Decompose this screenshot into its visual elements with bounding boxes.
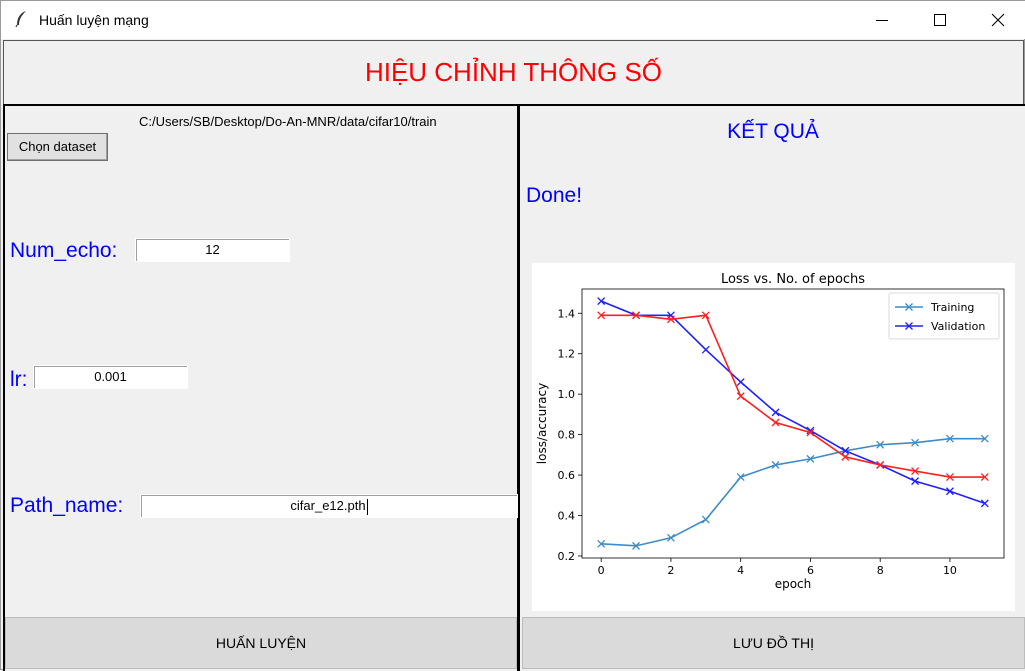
settings-panel: C:/Users/SB/Desktop/Do-An-MNR/data/cifar… <box>3 104 519 671</box>
path-name-input[interactable]: cifar_e12.pth <box>140 494 518 518</box>
series-point-0 <box>876 440 885 449</box>
num-echo-value: 12 <box>205 242 220 257</box>
page-title: HIỆU CHỈNH THÔNG SỐ <box>364 57 663 87</box>
y-tick-label: 1.2 <box>558 348 576 361</box>
path-name-value: cifar_e12.pth <box>290 498 366 513</box>
chart-area: Loss vs. No. of epochs 0 2 4 6 8 10 0.2 0.4 0.6 0.… <box>532 263 1015 611</box>
series-point-1 <box>736 378 745 386</box>
lr-label: lr: <box>10 368 28 391</box>
series-point-2 <box>841 452 850 461</box>
result-panel: KẾT QUẢ Done! Loss vs. No. of epochs 0 2 4 6… <box>519 104 1025 671</box>
x-tick-label: 6 <box>807 564 814 577</box>
y-axis-label: loss/accuracy <box>535 383 549 464</box>
y-tick-label: 1.4 <box>558 307 576 320</box>
x-tick-label: 4 <box>737 564 744 577</box>
title-bar[interactable]: Huấn luyện mạng <box>1 1 1025 39</box>
series-point-1 <box>980 499 989 508</box>
x-tick-label: 2 <box>667 564 674 577</box>
lr-input[interactable]: 0.001 <box>33 365 188 389</box>
series-point-0 <box>666 533 675 542</box>
series-line-0 <box>601 437 985 547</box>
series-point-0 <box>771 461 780 469</box>
series-point-2 <box>632 311 641 320</box>
x-tick-label: 0 <box>598 564 605 577</box>
series-point-2 <box>876 461 885 469</box>
legend-label: Training <box>930 301 974 314</box>
series-point-2 <box>911 467 920 475</box>
close-button[interactable] <box>969 1 1025 39</box>
header-panel: HIỆU CHỈNH THÔNG SỐ <box>3 40 1024 105</box>
series-line-2 <box>601 314 985 478</box>
y-tick-label: 1.0 <box>558 388 576 401</box>
x-tick-label: 10 <box>943 564 957 577</box>
y-tick-label: 0.4 <box>558 510 576 523</box>
save-chart-button[interactable]: LƯU ĐỒ THỊ <box>522 617 1025 669</box>
train-button[interactable]: HUẤN LUYỆN <box>5 617 517 669</box>
series-point-0 <box>701 515 710 524</box>
plot-frame <box>581 288 1005 559</box>
series-point-0 <box>632 541 641 550</box>
series-point-2 <box>806 428 815 437</box>
series-point-2 <box>736 392 745 401</box>
path-name-label: Path_name: <box>10 494 124 517</box>
dataset-path-label: C:/Users/SB/Desktop/Do-An-MNR/data/cifar… <box>139 114 437 129</box>
maximize-icon <box>934 14 946 26</box>
close-icon <box>991 13 1005 27</box>
series-point-1 <box>771 408 780 417</box>
loss-chart: Loss vs. No. of epochs 0 2 4 6 8 10 0.2 0.4 0.6 0.… <box>535 272 1005 591</box>
series-point-1 <box>945 487 954 496</box>
series-point-0 <box>945 434 954 443</box>
x-axis-label: epoch <box>775 577 812 591</box>
series-point-2 <box>945 473 954 482</box>
num-echo-input[interactable]: 12 <box>135 238 290 262</box>
legend-box <box>888 292 1000 340</box>
series-point-1 <box>911 477 920 486</box>
window-title: Huấn luyện mạng <box>39 12 149 28</box>
legend-label: Validation <box>931 320 985 333</box>
chart-title: Loss vs. No. of epochs <box>721 272 865 287</box>
series-point-2 <box>771 418 780 427</box>
series-point-1 <box>841 446 850 455</box>
maximize-button[interactable] <box>911 1 969 39</box>
text-caret <box>366 498 368 515</box>
y-tick-label: 0.2 <box>558 550 576 563</box>
series-point-2 <box>980 473 989 482</box>
series-point-0 <box>597 539 606 548</box>
result-title: KẾT QUẢ <box>727 120 819 143</box>
series-point-0 <box>806 454 815 463</box>
series-line-1 <box>600 300 986 505</box>
series-point-2 <box>597 311 606 320</box>
series-point-0 <box>980 434 989 443</box>
series-point-1 <box>701 345 710 354</box>
lr-value: 0.001 <box>94 369 127 384</box>
series-point-0 <box>911 438 920 447</box>
y-tick-label: 0.6 <box>558 469 576 482</box>
series-point-1 <box>806 426 815 435</box>
legend-marker <box>905 322 913 330</box>
series-point-1 <box>597 297 606 306</box>
y-tick-label: 0.8 <box>558 429 576 442</box>
minimize-button[interactable] <box>853 1 911 39</box>
x-tick-label: 8 <box>877 564 884 577</box>
series-point-2 <box>666 315 675 324</box>
series-point-2 <box>701 311 710 320</box>
legend-marker <box>905 303 913 311</box>
feather-icon <box>15 11 26 28</box>
series-point-0 <box>736 473 745 482</box>
choose-dataset-button[interactable]: Chọn dataset <box>7 133 108 161</box>
minimize-icon <box>876 20 888 21</box>
num-echo-label: Num_echo: <box>10 239 118 262</box>
status-text: Done! <box>526 184 583 207</box>
